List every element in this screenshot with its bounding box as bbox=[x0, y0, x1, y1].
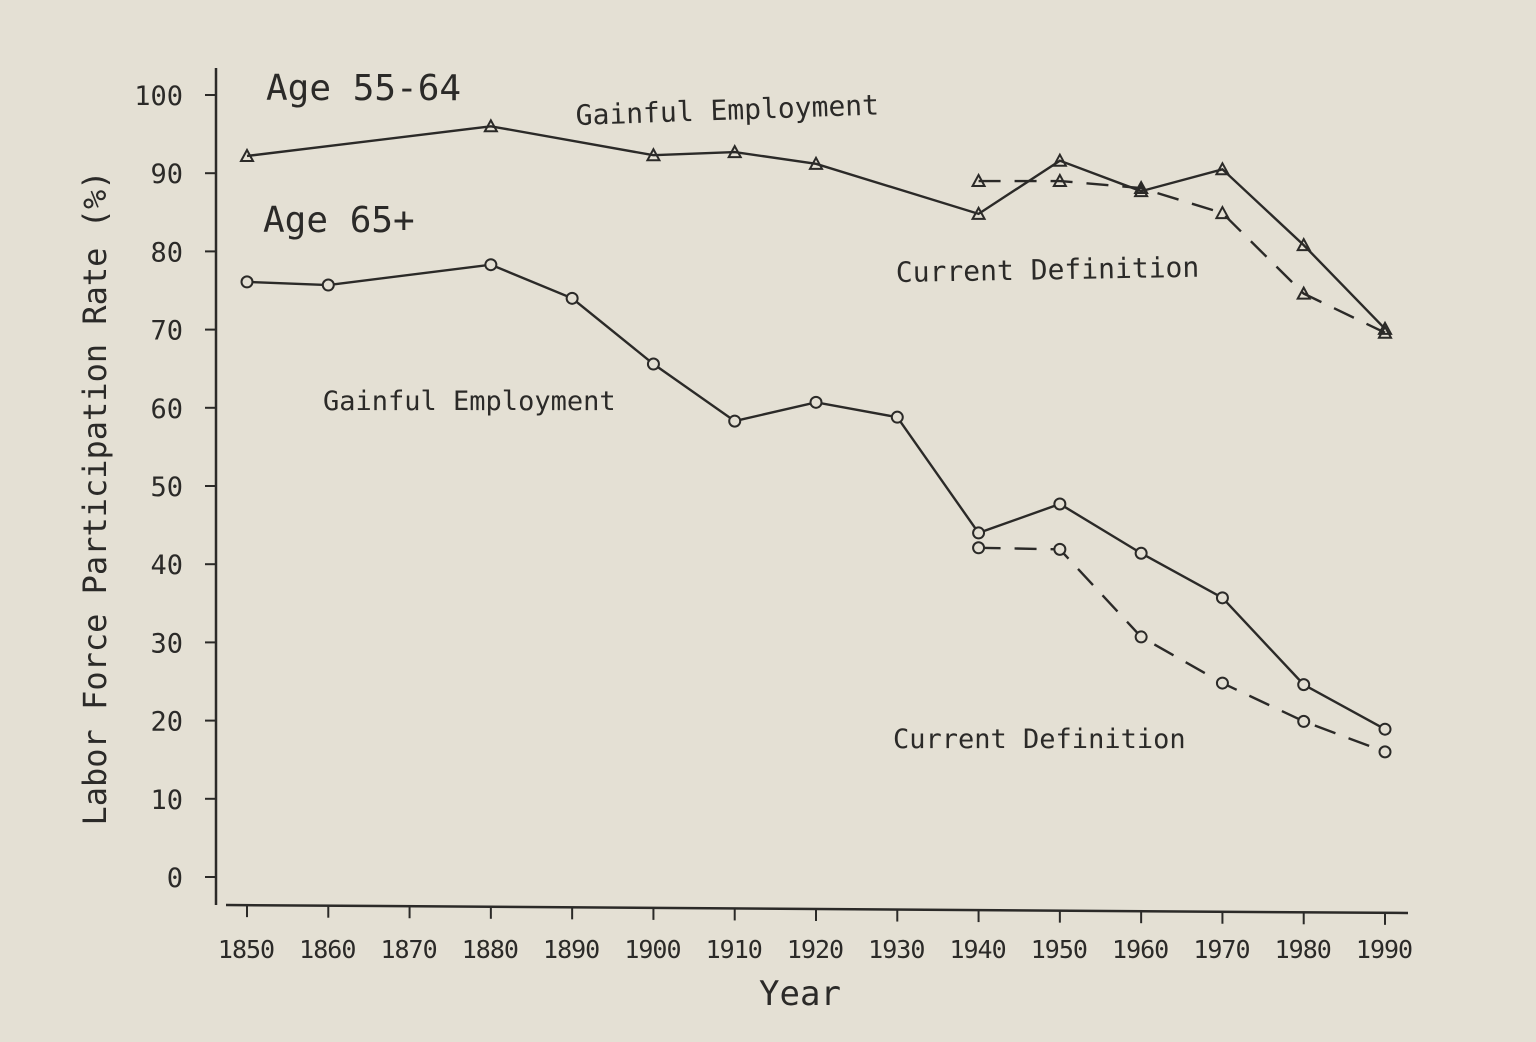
data-point-circle bbox=[728, 414, 742, 428]
y-tick-label: 70 bbox=[150, 316, 183, 347]
data-point-triangle bbox=[1052, 172, 1068, 188]
data-point-circle bbox=[1215, 591, 1229, 605]
data-point-triangle bbox=[1133, 179, 1149, 195]
data-point-triangle bbox=[483, 118, 499, 133]
data-point-triangle bbox=[1214, 161, 1231, 176]
axes: 0 10 20 30 40 50 60 70 80 90 100 1850 1860 1870 1880 18… bbox=[134, 68, 1413, 964]
data-point-circle bbox=[1297, 678, 1311, 692]
data-point-circle bbox=[1134, 630, 1148, 644]
data-point-circle bbox=[1378, 722, 1392, 736]
annotation-current-55-64: Current Definition bbox=[896, 251, 1200, 289]
series-line-1 bbox=[978, 179, 1386, 334]
data-point-triangle bbox=[239, 147, 255, 162]
data-point-circle bbox=[1134, 546, 1148, 560]
y-tick-label: 100 bbox=[134, 81, 183, 112]
data-point-triangle bbox=[970, 205, 987, 220]
data-point-circle bbox=[240, 275, 254, 289]
data-point-circle bbox=[1053, 542, 1067, 556]
annotation-current-65: Current Definition bbox=[893, 724, 1186, 755]
data-point-triangle bbox=[1377, 324, 1393, 339]
y-tick-label: 0 bbox=[167, 863, 183, 894]
data-point-circle bbox=[646, 357, 660, 371]
annotation-gainful-65: Gainful Employment bbox=[323, 386, 616, 417]
x-tick-label: 1910 bbox=[706, 935, 762, 964]
y-tick-label: 50 bbox=[150, 472, 183, 503]
data-point-triangle bbox=[1296, 237, 1312, 252]
data-point-circle bbox=[1378, 745, 1392, 759]
data-point-triangle bbox=[808, 155, 824, 170]
y-tick-label: 30 bbox=[150, 628, 183, 659]
data-point-circle bbox=[972, 541, 986, 555]
data-point-circle bbox=[890, 410, 904, 424]
x-tick-label: 1970 bbox=[1193, 935, 1249, 964]
data-point-triangle bbox=[645, 147, 662, 162]
annotation-gainful-55-64: Gainful Employment bbox=[575, 88, 879, 132]
y-tick-label: 40 bbox=[150, 550, 183, 581]
y-tick-label: 10 bbox=[150, 785, 183, 816]
data-point-triangle bbox=[1377, 320, 1393, 335]
annotation-age-55-64: Age 55-64 bbox=[266, 68, 461, 109]
data-point-triangle bbox=[727, 143, 743, 159]
y-tick-label: 60 bbox=[150, 394, 183, 425]
data-point-triangle bbox=[1296, 285, 1312, 300]
x-tick-label: 1880 bbox=[462, 935, 518, 964]
data-point-circle bbox=[484, 258, 498, 272]
x-tick-label: 1940 bbox=[949, 935, 1005, 964]
x-tick-label: 1900 bbox=[624, 935, 680, 964]
data-point-circle bbox=[972, 526, 986, 540]
x-tick-label: 1920 bbox=[787, 935, 843, 964]
y-tick-label: 20 bbox=[150, 707, 183, 738]
series-line-2 bbox=[246, 263, 1386, 731]
data-point-triangle bbox=[1133, 183, 1149, 198]
x-axis-label: Year bbox=[759, 974, 841, 1014]
x-tick-label: 1870 bbox=[380, 935, 436, 964]
series-layer bbox=[239, 118, 1393, 759]
x-tick-label: 1980 bbox=[1275, 935, 1331, 964]
data-point-circle bbox=[1297, 714, 1311, 728]
x-tick-label: 1950 bbox=[1031, 935, 1087, 964]
data-point-triangle bbox=[970, 172, 987, 188]
data-point-circle bbox=[1053, 497, 1067, 511]
series-line-0 bbox=[246, 125, 1386, 330]
x-tick-label: 1890 bbox=[543, 935, 599, 964]
x-tick-label: 1860 bbox=[299, 935, 355, 964]
data-point-circle bbox=[321, 278, 335, 292]
x-tick-label: 1960 bbox=[1112, 935, 1168, 964]
y-axis-label: Labor Force Participation Rate (%) bbox=[76, 170, 114, 825]
y-tick-label: 90 bbox=[150, 159, 183, 190]
data-point-circle bbox=[565, 291, 579, 305]
x-tick-label: 1990 bbox=[1356, 935, 1412, 964]
data-point-circle bbox=[809, 395, 823, 409]
series-line-3 bbox=[978, 546, 1386, 754]
data-point-circle bbox=[1215, 676, 1229, 690]
data-point-triangle bbox=[1214, 204, 1231, 220]
y-tick-label: 80 bbox=[150, 237, 183, 268]
data-point-triangle bbox=[1052, 152, 1068, 167]
annotation-age-65: Age 65+ bbox=[263, 200, 415, 241]
x-tick-label: 1930 bbox=[868, 935, 924, 964]
x-tick-label: 1850 bbox=[218, 935, 274, 964]
